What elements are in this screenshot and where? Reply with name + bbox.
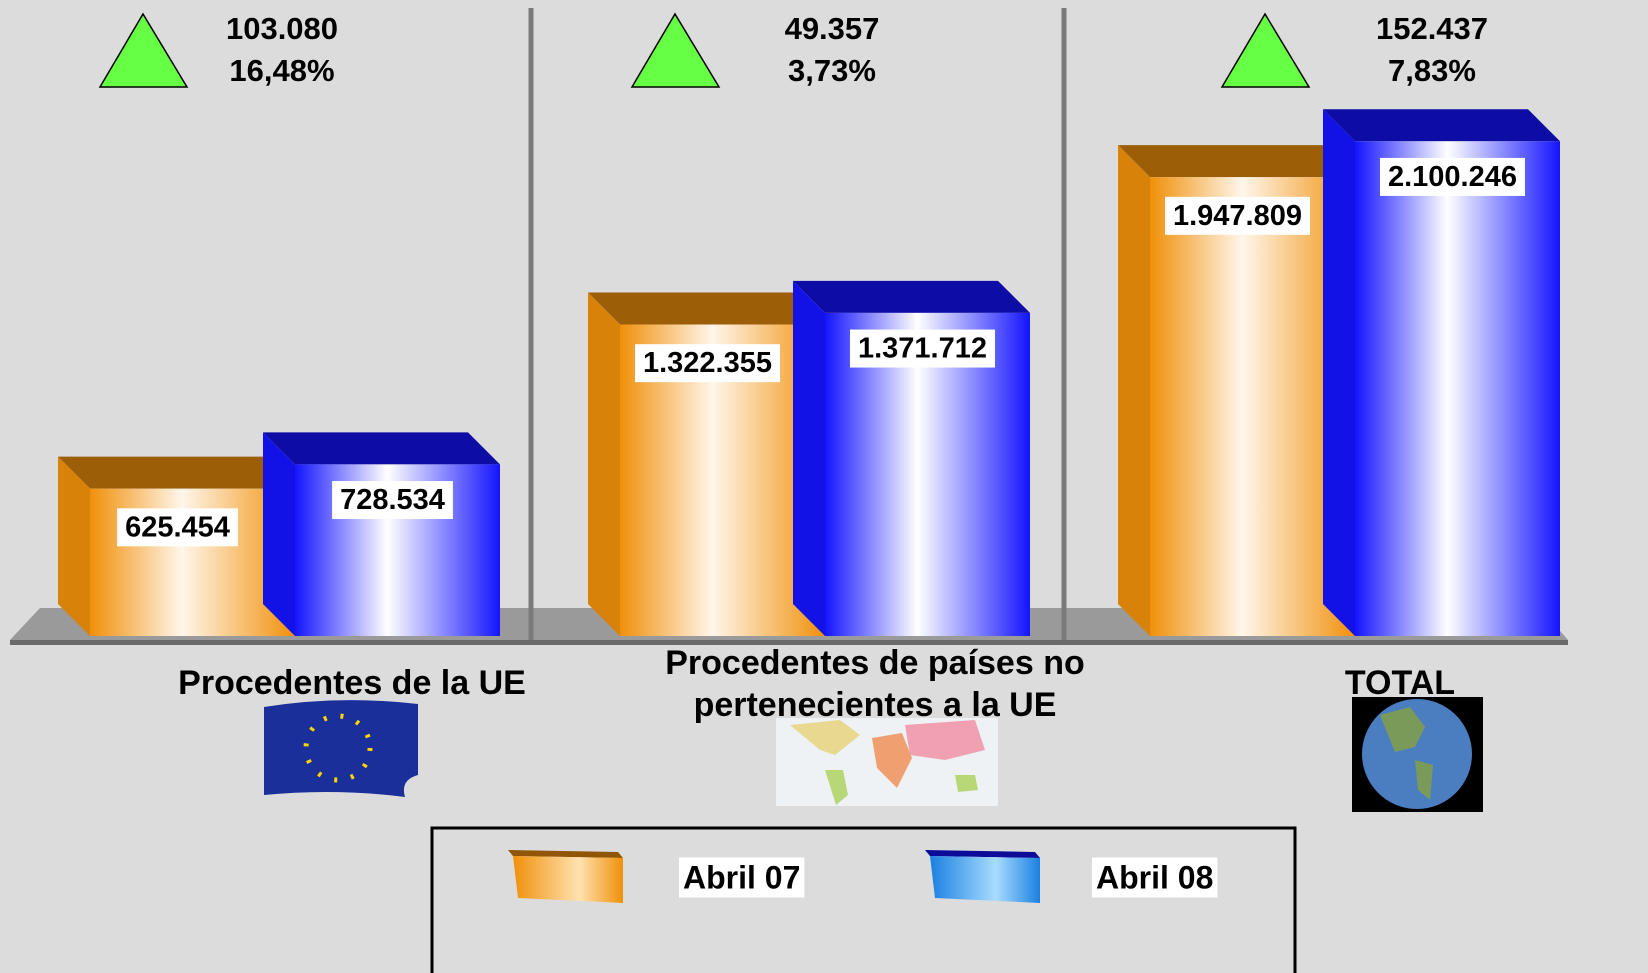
bar-top [1323, 109, 1560, 142]
bar [1323, 109, 1560, 636]
bar-front [1355, 141, 1560, 636]
percent: 7,83% [1388, 53, 1476, 88]
up-triangle [1220, 12, 1311, 88]
legend-swatch-face [513, 856, 623, 903]
legend-swatch-top [508, 850, 623, 858]
bar-top [263, 432, 500, 465]
category-label: TOTAL [1344, 664, 1456, 702]
bar-side [58, 456, 90, 636]
bar-top [793, 280, 1030, 313]
legend-swatch-face [930, 856, 1040, 903]
value-label: 1.371.712 [858, 333, 987, 365]
bar-top [588, 292, 825, 325]
bar [1118, 145, 1355, 636]
bar [263, 432, 500, 636]
value-label: 1.322.355 [643, 347, 772, 379]
up-triangle [98, 12, 189, 88]
legend-label: Abril 08 [1096, 859, 1213, 895]
category-label: Procedentes de la UE [178, 664, 526, 702]
bar-side [793, 280, 825, 636]
bar-side [1118, 145, 1150, 636]
difference: 49.357 [785, 11, 880, 46]
bar-front [1150, 177, 1355, 636]
legend-label: Abril 07 [683, 859, 800, 895]
bar [588, 292, 825, 636]
bar-top [1118, 145, 1355, 178]
value-label-bg [634, 344, 781, 383]
bar-side [588, 292, 620, 636]
legend-label-bg [679, 857, 805, 898]
percent: 16,48% [229, 53, 334, 88]
value-label-bg [117, 508, 238, 547]
up-triangle [630, 12, 721, 88]
value-label-bg [1379, 157, 1526, 196]
legend-swatch [508, 850, 623, 903]
difference: 152.437 [1376, 11, 1488, 46]
bar-top [58, 456, 295, 489]
value-label: 728.534 [340, 484, 445, 516]
value-label-bg [849, 329, 996, 368]
category-label: Procedentes de países no pertenecientes … [665, 644, 1085, 724]
value-label-bg [1164, 196, 1311, 235]
value-label: 1.947.809 [1173, 200, 1302, 232]
bar [58, 456, 295, 636]
bar-side [263, 432, 295, 636]
eu-flag [264, 700, 418, 797]
value-label: 2.100.246 [1388, 161, 1517, 193]
percent: 3,73% [788, 53, 876, 88]
legend-label-bg [1092, 857, 1218, 898]
value-label-bg [332, 481, 453, 520]
legend-box [430, 826, 1297, 973]
difference: 103.080 [226, 11, 338, 46]
world-map [776, 718, 998, 806]
value-label: 625.454 [125, 511, 230, 543]
legend-swatch-top [925, 850, 1040, 858]
legend-swatch [925, 850, 1040, 903]
bar-side [1323, 109, 1355, 636]
globe [1352, 697, 1483, 812]
floor-edge [10, 640, 1568, 645]
